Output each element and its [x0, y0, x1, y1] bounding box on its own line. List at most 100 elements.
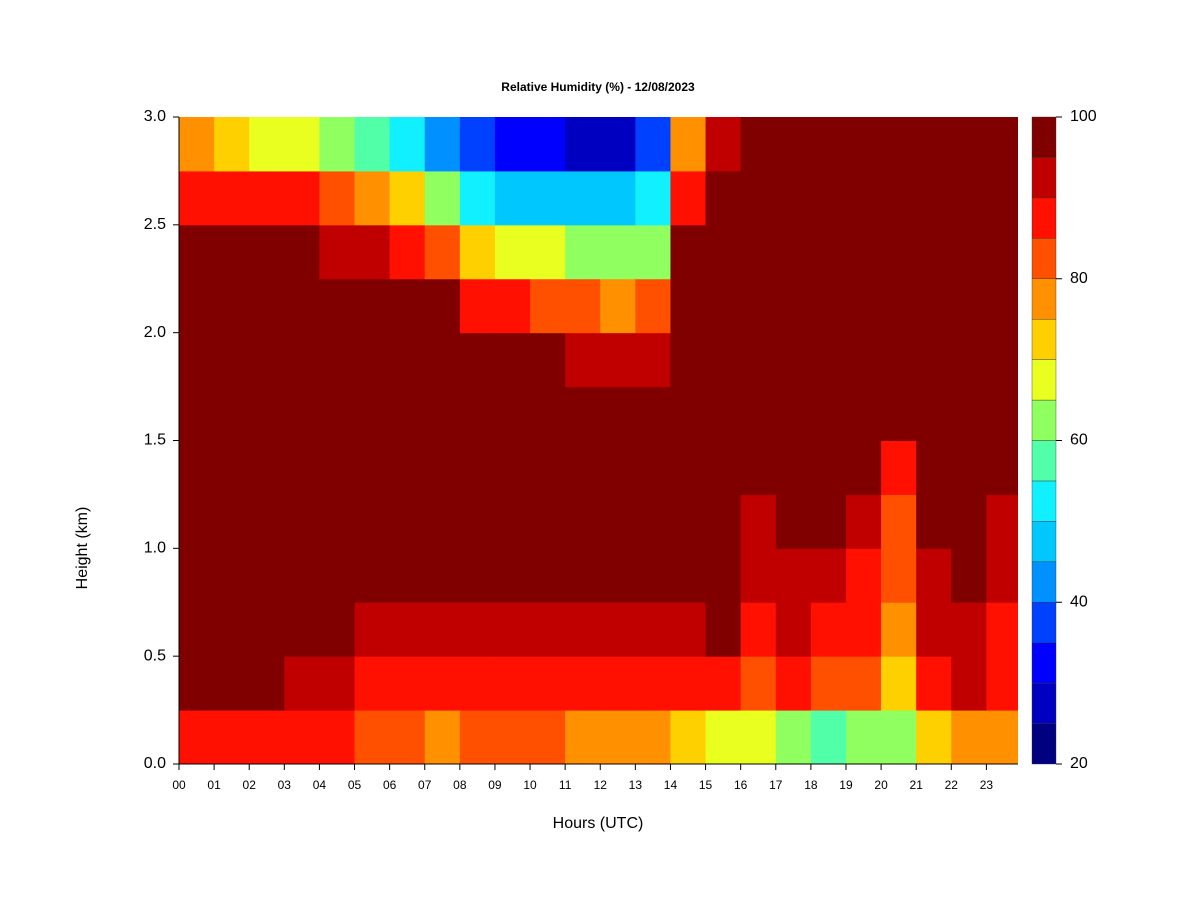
heatmap-cell [389, 440, 426, 495]
heatmap-cell [600, 386, 636, 441]
heatmap-cell [565, 386, 601, 441]
heatmap-cell [494, 117, 531, 172]
heatmap-cell [530, 494, 566, 549]
heatmap-cell [810, 332, 847, 388]
heatmap-cell [670, 386, 707, 441]
colorbar-bin [1031, 480, 1057, 522]
heatmap-cell [845, 170, 882, 226]
heatmap-cell [249, 494, 285, 549]
x-tick-label: 06 [383, 778, 397, 792]
heatmap-cell [424, 710, 461, 764]
heatmap-cell [881, 656, 917, 711]
heatmap-cell [565, 548, 601, 603]
heatmap-cell [705, 548, 742, 603]
colorbar-tick-label: 80 [1070, 270, 1088, 287]
x-axis-label: Hours (UTC) [553, 815, 644, 832]
heatmap-cell [214, 656, 250, 711]
heatmap-cell [459, 278, 496, 334]
heatmap-cell [600, 602, 636, 657]
heatmap-cell [951, 386, 987, 441]
colorbar-bin [1031, 116, 1057, 158]
heatmap-cell [284, 656, 320, 711]
heatmap-cell [951, 278, 987, 334]
x-tick-label: 23 [980, 778, 994, 792]
heatmap-cell [810, 386, 847, 441]
heatmap-cell [389, 548, 426, 603]
heatmap-cell [214, 602, 250, 657]
heatmap-cell [565, 332, 601, 388]
heatmap-cell [319, 386, 356, 441]
heatmap-cell [284, 278, 320, 334]
heatmap-cell [916, 494, 952, 549]
heatmap-cell [179, 224, 215, 280]
heatmap-cell [670, 224, 707, 280]
heatmap-cell [881, 548, 917, 603]
heatmap-cell [600, 332, 636, 388]
heatmap-cell [705, 117, 742, 172]
colorbar-bin [1031, 359, 1057, 401]
heatmap-cell [635, 170, 671, 226]
heatmap-cell [810, 117, 847, 172]
heatmap-cell [635, 332, 671, 388]
heatmap-cell [354, 170, 391, 226]
heatmap-cell [284, 494, 320, 549]
heatmap-cell [494, 440, 531, 495]
heatmap-cell [319, 548, 356, 603]
heatmap-cell [530, 117, 566, 172]
heatmap-cell [249, 548, 285, 603]
x-tick-label: 17 [769, 778, 783, 792]
heatmap-cell [810, 494, 847, 549]
heatmap-cell [565, 440, 601, 495]
x-tick-label: 10 [523, 778, 537, 792]
heatmap-cell [459, 710, 496, 764]
heatmap-cell [775, 117, 812, 172]
heatmap-cell [494, 710, 531, 764]
y-tick-label: 0.5 [144, 647, 166, 664]
heatmap-cell [881, 224, 917, 280]
y-tick-label: 2.5 [144, 216, 166, 233]
heatmap-cell [600, 224, 636, 280]
heatmap-cell [354, 440, 391, 495]
heatmap-cell [881, 440, 917, 495]
x-tick-label: 08 [453, 778, 467, 792]
heatmap-cell [986, 170, 1018, 226]
heatmap-cell [986, 224, 1018, 280]
colorbar-tick-label: 40 [1070, 593, 1088, 610]
heatmap-cell [635, 117, 671, 172]
heatmap-cell [179, 494, 215, 549]
heatmap-cell [284, 548, 320, 603]
heatmap-cell [424, 224, 461, 280]
heatmap-cell [600, 494, 636, 549]
heatmap-cell [424, 332, 461, 388]
heatmap-cell [179, 656, 215, 711]
heatmap-cell [319, 278, 356, 334]
heatmap-cell [284, 602, 320, 657]
heatmap-cell [810, 278, 847, 334]
heatmap-cell [319, 332, 356, 388]
heatmap-cell [986, 656, 1018, 711]
heatmap-cell [881, 332, 917, 388]
x-tick-label: 03 [278, 778, 292, 792]
heatmap-cell [249, 710, 285, 764]
heatmap-cell [986, 548, 1018, 603]
heatmap-cell [916, 548, 952, 603]
y-tick-label: 2.0 [144, 324, 166, 341]
heatmap-cell [459, 332, 496, 388]
heatmap-cell [775, 602, 812, 657]
heatmap-cell [916, 332, 952, 388]
heatmap-cell [810, 656, 847, 711]
x-tick-label: 14 [664, 778, 678, 792]
heatmap-cell [214, 278, 250, 334]
heatmap-cell [775, 332, 812, 388]
heatmap-cell [179, 332, 215, 388]
heatmap-cell [494, 224, 531, 280]
heatmap-cell [635, 386, 671, 441]
heatmap-cell [986, 440, 1018, 495]
heatmap-cell [740, 602, 777, 657]
x-tick-label: 20 [874, 778, 888, 792]
heatmap-cell [565, 170, 601, 226]
heatmap-cell [986, 386, 1018, 441]
heatmap-cell [916, 117, 952, 172]
heatmap-cell [179, 278, 215, 334]
heatmap-cell [916, 440, 952, 495]
